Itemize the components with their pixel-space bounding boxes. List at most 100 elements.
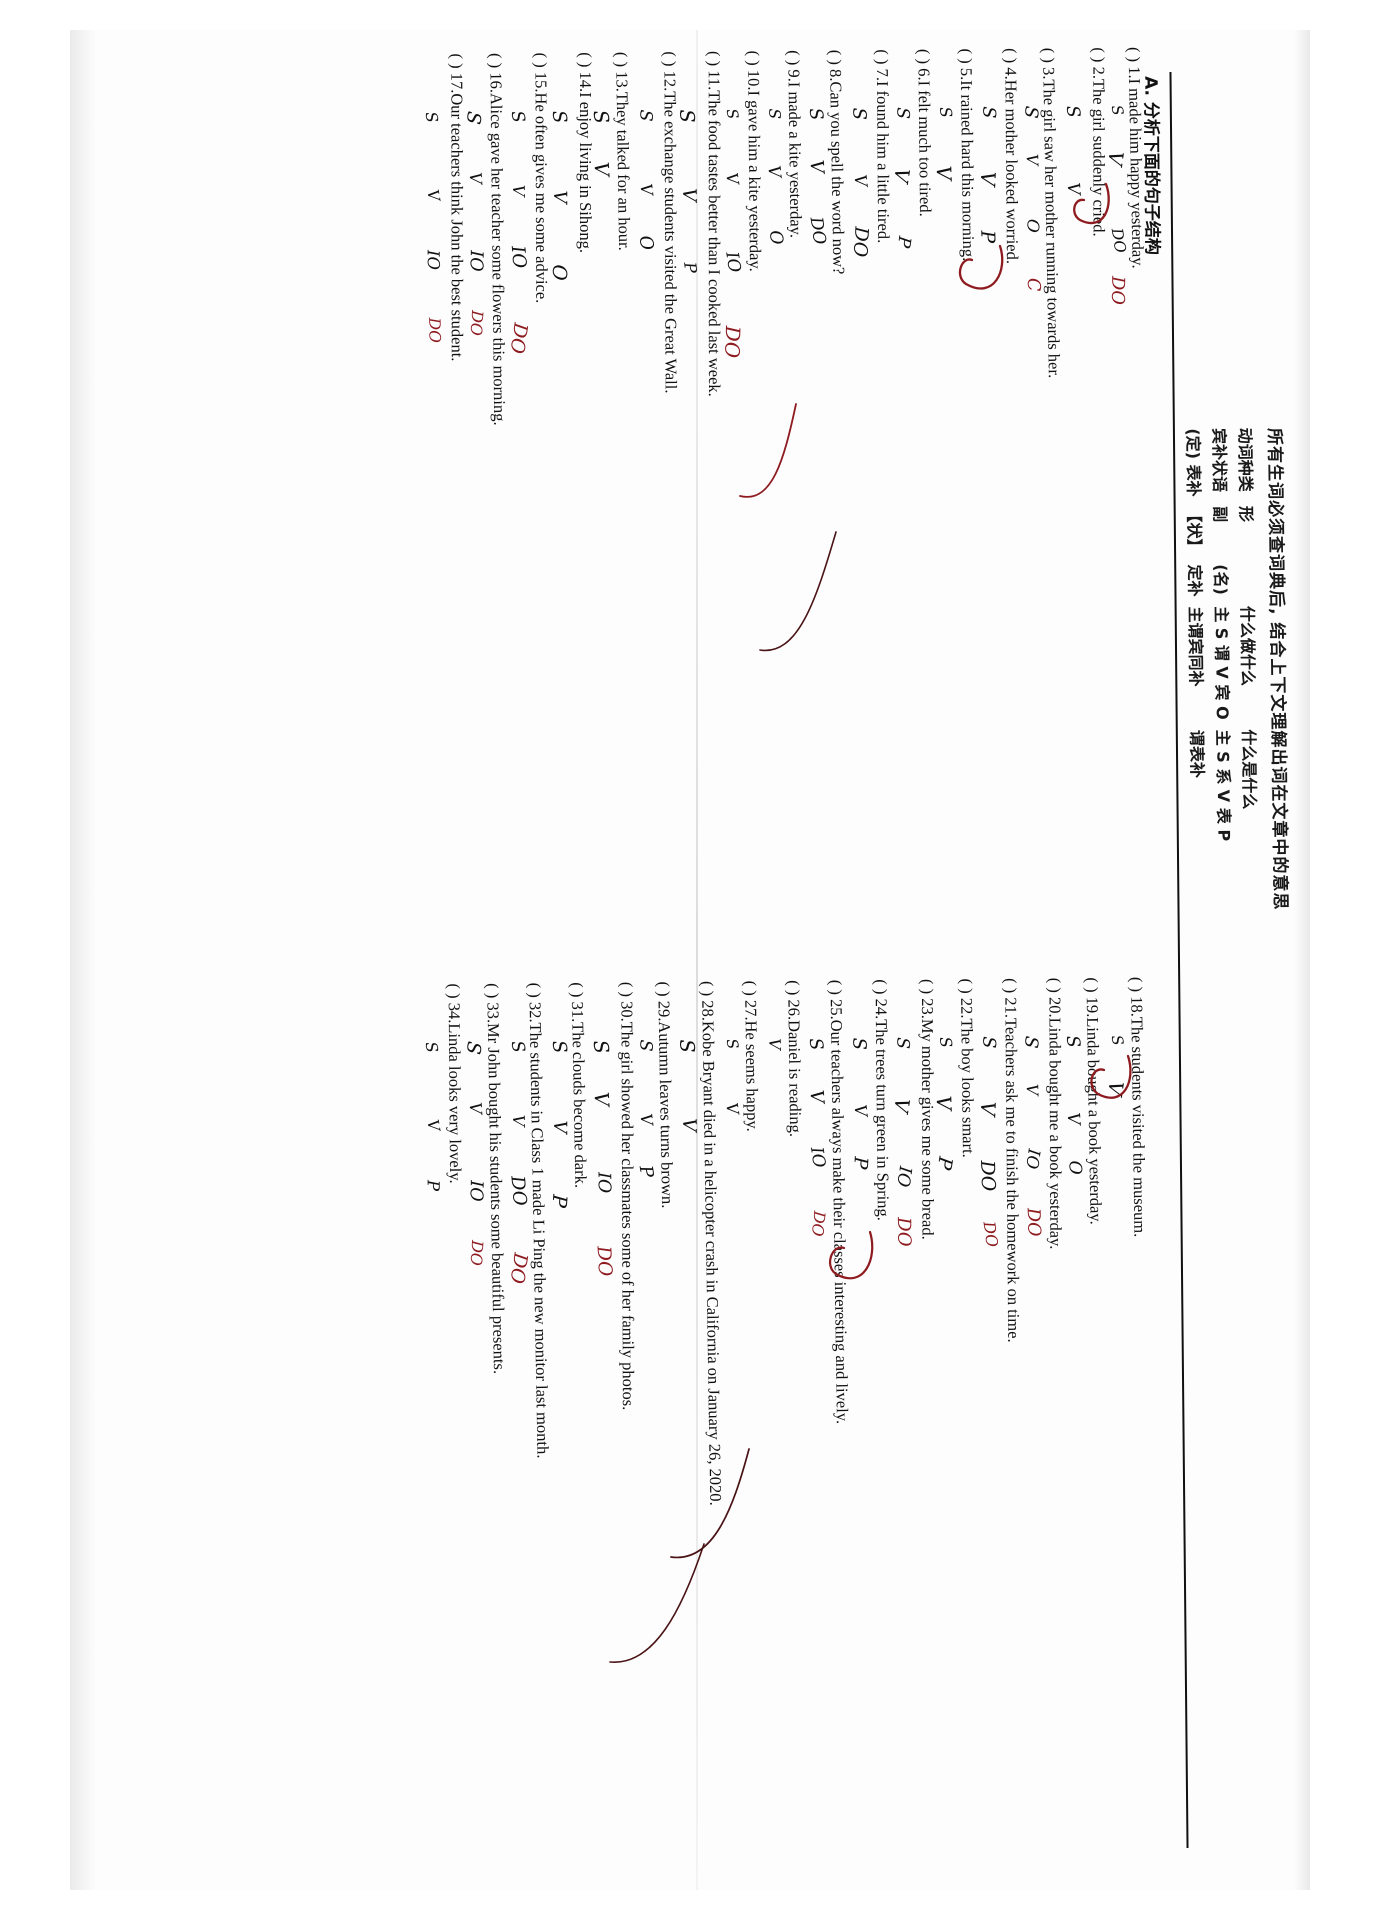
structure-mark: S: [1018, 104, 1041, 120]
answer-bracket[interactable]: ( ): [485, 52, 505, 69]
structure-mark: IO: [505, 244, 529, 270]
handwritten-structure-marks: S V IO DO: [417, 54, 447, 944]
header-table-row: (定) 表补 【状】 定补 主谓宾同补 谓表补: [1181, 428, 1212, 851]
structure-mark: O: [1021, 217, 1043, 234]
sentence-item: ( ) 34.Linda looks very lovely.: [444, 983, 468, 1873]
answer-bracket[interactable]: ( ): [825, 49, 845, 66]
sentence-item: ( ) 14.I enjoy living in Sihong.: [575, 52, 595, 942]
answer-bracket[interactable]: ( ): [1045, 977, 1065, 993]
answer-bracket[interactable]: ( ): [913, 48, 933, 65]
answer-bracket[interactable]: ( ): [871, 979, 891, 995]
structure-mark: V: [974, 1100, 999, 1117]
structure-mark: V: [721, 1101, 742, 1116]
sentence-text: 21.Teachers ask me to finish the homewor…: [1000, 997, 1023, 1343]
answer-bracket[interactable]: ( ): [659, 51, 679, 67]
structure-mark: IO: [805, 1145, 829, 1169]
answer-bracket[interactable]: ( ): [697, 980, 717, 997]
structure-mark: DO: [807, 1210, 830, 1238]
structure-mark: S: [977, 106, 998, 119]
header-cell: 定补: [1184, 564, 1204, 597]
answer-bracket[interactable]: ( ): [1088, 47, 1108, 63]
structure-mark: V: [1021, 1083, 1041, 1096]
structure-mark: DO: [505, 1174, 530, 1207]
answer-bracket[interactable]: ( ): [567, 982, 587, 998]
answer-bracket[interactable]: ( ): [955, 48, 976, 64]
structure-mark: P: [848, 1155, 871, 1170]
sentence-text: 31.The clouds become dark.: [567, 1001, 591, 1189]
answer-bracket[interactable]: ( ): [704, 51, 724, 67]
sentence-text: 19.Linda bought a book yesterday.: [1082, 996, 1106, 1225]
structure-mark: IO: [593, 1171, 614, 1194]
structure-mark: S: [1018, 1034, 1041, 1050]
answer-bracket[interactable]: ( ): [743, 50, 763, 66]
structure-mark: V: [422, 187, 443, 202]
structure-mark: DO: [1106, 276, 1128, 306]
sentence-text: 15.He often gives me some advice.: [531, 71, 552, 304]
answer-bracket[interactable]: ( ): [653, 981, 673, 997]
answer-bracket[interactable]: ( ): [1000, 48, 1020, 64]
structure-mark: V: [636, 182, 657, 197]
structure-mark: S: [1107, 103, 1127, 117]
answer-bracket[interactable]: ( ): [1038, 47, 1059, 64]
sentence-text: 1.I made him happy yesterday.: [1124, 66, 1148, 269]
answer-bracket[interactable]: ( ): [784, 50, 804, 66]
answer-bracket[interactable]: ( ): [1000, 978, 1020, 994]
header-cell: 主 S 谓 V 宾 O: [1211, 606, 1232, 720]
answer-bracket[interactable]: ( ): [956, 978, 976, 994]
structure-mark: S: [674, 1038, 699, 1054]
answer-bracket[interactable]: ( ): [826, 979, 846, 996]
structure-mark: S: [977, 1036, 998, 1049]
answer-bracket[interactable]: ( ): [1123, 46, 1144, 63]
structure-mark: S: [804, 1036, 827, 1052]
structure-mark: DO: [1107, 227, 1130, 255]
answer-bracket[interactable]: ( ): [872, 49, 892, 65]
answer-bracket[interactable]: ( ): [783, 980, 804, 996]
sentence-item: ( ) 7.I found him a little tired.: [872, 49, 896, 939]
structure-mark: P: [547, 1193, 572, 1209]
structure-mark: S: [547, 109, 571, 125]
header-cell: (名): [1210, 564, 1230, 595]
sentence-text: 17.Our teachers think John the best stud…: [446, 72, 467, 362]
answer-bracket[interactable]: ( ): [525, 982, 545, 998]
structure-mark: V: [805, 1088, 828, 1104]
answer-bracket[interactable]: ( ): [446, 53, 466, 69]
header-cell: 什么做什么: [1237, 605, 1258, 687]
sentence-text: 20.Linda bought me a book yesterday.: [1045, 996, 1066, 1250]
structure-mark: P: [892, 234, 914, 249]
answer-bracket[interactable]: ( ): [482, 982, 502, 999]
exercise-columns: ( ) 1.I made him happy yesterday. S V DO DO(…: [70, 30, 1150, 1890]
answer-bracket[interactable]: ( ): [611, 51, 631, 68]
structure-mark: DO: [805, 215, 830, 246]
structure-mark: DO: [892, 1217, 914, 1248]
answer-bracket[interactable]: ( ): [1082, 977, 1102, 993]
structure-mark: S: [804, 106, 827, 122]
structure-mark: V: [464, 171, 485, 185]
exercise-column-left: ( ) 1.I made him happy yesterday. S V DO DO(…: [65, 25, 1154, 965]
structure-mark: V: [422, 1117, 443, 1132]
structure-mark: V: [763, 164, 785, 179]
structure-mark: S: [847, 1037, 870, 1051]
structure-mark: S: [891, 1037, 912, 1050]
structure-mark: V: [508, 184, 528, 197]
structure-mark: V: [1063, 1112, 1085, 1126]
answer-bracket[interactable]: ( ): [917, 978, 937, 995]
structure-mark: IO: [891, 1164, 915, 1189]
structure-mark: DO: [465, 1239, 487, 1267]
answer-bracket[interactable]: ( ): [443, 983, 463, 999]
header-cell: 形: [1235, 505, 1256, 523]
answer-bracket[interactable]: ( ): [1126, 976, 1146, 993]
structure-mark: V: [508, 1114, 528, 1127]
answer-bracket[interactable]: ( ): [616, 981, 637, 997]
header-cell: 主谓宾同补: [1185, 606, 1206, 687]
structure-mark: S: [1107, 1033, 1127, 1047]
sentence-text: 24.The trees turn green in Spring.: [871, 998, 893, 1221]
structure-mark: P: [975, 229, 999, 244]
header-grammar-table: 动词种类 形 什么做什么 什么是什么 宾补状语 副 (名) 主 S 谓 V 宾 …: [1181, 428, 1264, 852]
answer-bracket[interactable]: ( ): [575, 52, 595, 68]
structure-mark: S: [505, 1039, 528, 1055]
structure-mark: V: [589, 1091, 613, 1107]
structure-mark: IO: [720, 250, 744, 275]
answer-bracket[interactable]: ( ): [531, 52, 551, 68]
answer-bracket[interactable]: ( ): [739, 980, 760, 996]
structure-mark: V: [888, 1096, 914, 1115]
